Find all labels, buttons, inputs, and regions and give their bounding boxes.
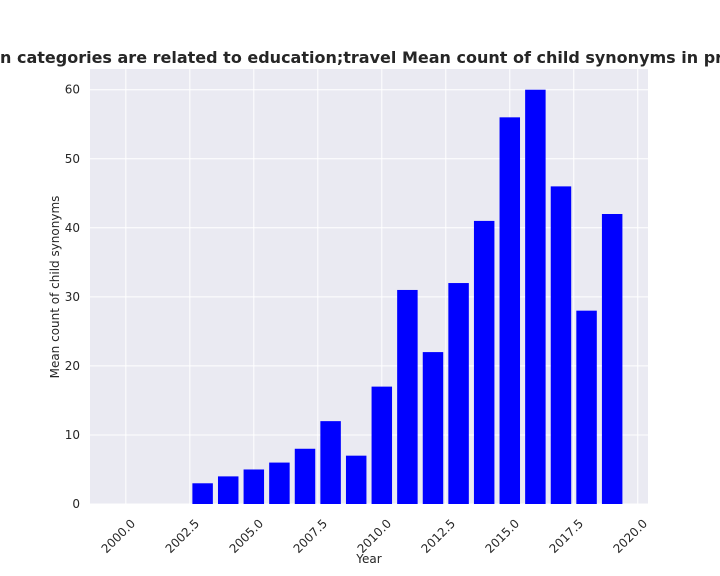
y-tick-label: 0 — [72, 497, 80, 511]
bar — [345, 455, 367, 504]
bar — [243, 469, 265, 504]
bar — [448, 283, 469, 504]
bar — [550, 186, 572, 504]
y-tick-label: 60 — [65, 83, 80, 97]
y-tick-label: 20 — [65, 359, 80, 373]
bar — [499, 117, 521, 504]
bar — [269, 462, 290, 504]
y-axis-label: Mean count of child synonyms — [48, 196, 62, 379]
y-tick-label: 50 — [65, 152, 80, 166]
bar — [371, 386, 393, 504]
bar — [397, 289, 418, 504]
bar — [422, 352, 444, 504]
bars — [192, 89, 623, 504]
bar — [525, 89, 546, 504]
bar — [217, 476, 239, 504]
bar — [576, 310, 597, 504]
chart-title: n categories are related to education;tr… — [0, 48, 720, 67]
y-tick-labels: 0 10 20 30 40 50 60 — [65, 83, 80, 511]
bar — [601, 214, 623, 504]
bar — [192, 483, 213, 504]
y-tick-label: 40 — [65, 221, 80, 235]
bar — [320, 421, 341, 504]
y-tick-label: 30 — [65, 290, 80, 304]
y-tick-label: 10 — [65, 428, 80, 442]
x-axis-label: Year — [355, 552, 381, 566]
bar — [294, 448, 316, 504]
bar — [473, 220, 495, 504]
